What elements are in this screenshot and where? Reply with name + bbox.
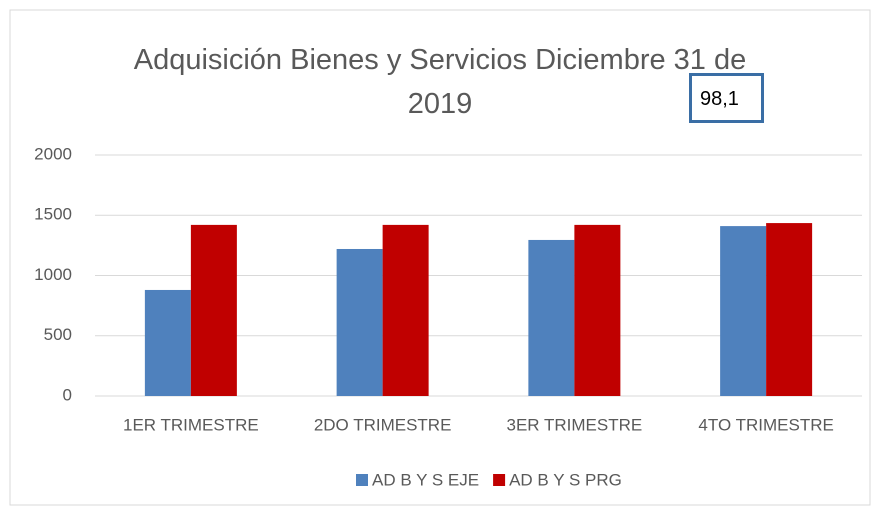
bar: [574, 224, 621, 396]
bar: [144, 289, 191, 396]
legend-label: AD B Y S EJE: [372, 470, 479, 489]
y-tick-label: 500: [44, 325, 72, 344]
y-tick-label: 1000: [34, 265, 72, 284]
y-tick-label: 1500: [34, 205, 72, 224]
legend-swatch: [493, 474, 506, 486]
chart-title: Adquisición Bienes y Servicios Diciembre…: [133, 44, 747, 120]
bar: [336, 248, 383, 396]
y-tick-label: 2000: [34, 144, 72, 163]
x-tick-label: 3ER TRIMESTRE: [507, 415, 643, 434]
bar: [766, 223, 813, 396]
bar: [190, 224, 237, 396]
bar: [382, 224, 429, 396]
x-tick-label: 1ER TRIMESTRE: [123, 415, 259, 434]
bar: [528, 239, 575, 396]
y-tick-label: 0: [63, 385, 72, 404]
legend-swatch: [356, 474, 368, 486]
annotation: 98,1: [689, 73, 764, 123]
x-tick-label: 4TO TRIMESTRE: [698, 415, 833, 434]
bar: [720, 226, 767, 396]
legend-label: AD B Y S PRG: [509, 470, 622, 489]
x-tick-label: 2DO TRIMESTRE: [314, 415, 452, 434]
